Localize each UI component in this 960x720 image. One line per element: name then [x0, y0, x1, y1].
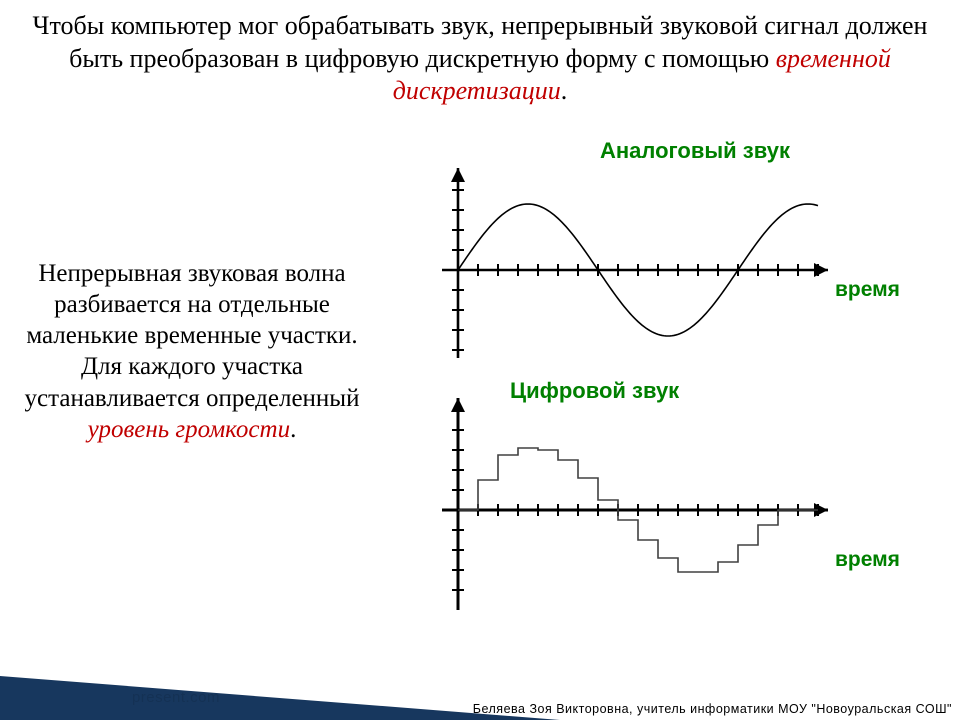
chart1-title: Аналоговый звук — [600, 138, 790, 164]
desc-text-1: Непрерывная звуковая волна разбивается н… — [25, 260, 360, 412]
intro-text-2: . — [561, 76, 568, 105]
desc-emphasis: уровень громкости — [88, 416, 290, 443]
intro-paragraph: Чтобы компьютер мог обрабатывать звук, н… — [0, 0, 960, 108]
charts-column: Аналоговый звук время Цифровой звук врем… — [370, 128, 960, 618]
desc-text-2: . — [290, 416, 296, 443]
watermark: present.com — [132, 689, 220, 706]
content-row: Непрерывная звуковая волна разбивается н… — [0, 108, 960, 618]
chart1-svg — [380, 138, 920, 378]
digital-sound-chart: Цифровой звук время — [380, 378, 920, 618]
chart2-svg — [380, 378, 920, 618]
analog-sound-chart: Аналоговый звук время — [380, 138, 920, 378]
chart2-title: Цифровой звук — [510, 378, 679, 404]
chart1-xlabel: время — [835, 278, 900, 302]
chart2-xlabel: время — [835, 548, 900, 572]
description-paragraph: Непрерывная звуковая волна разбивается н… — [0, 128, 370, 618]
footer-author: Беляева Зоя Викторовна, учитель информат… — [473, 702, 952, 716]
